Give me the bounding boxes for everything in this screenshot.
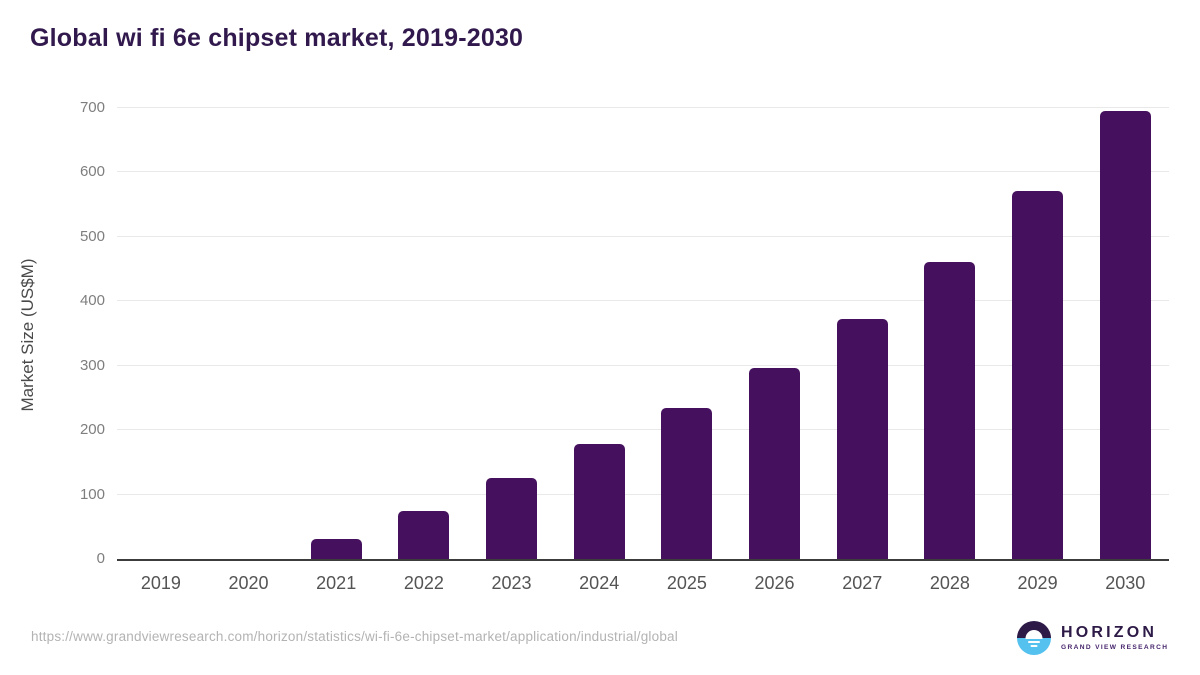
x-tick-label: 2026 [754,573,795,593]
bar-2030 [1099,110,1151,559]
sun-dome-shape [1025,630,1043,639]
gridline-600 [117,171,1169,173]
chart-title: Global wi fi 6e chipset market, 2019-203… [30,24,524,52]
x-tick-label: 2019 [140,573,181,593]
bar-series [117,108,1169,559]
bar-2023 [486,478,538,559]
bar-cell-2029 [994,108,1082,559]
x-tick-label: 2022 [403,573,444,593]
reflection-line [1028,641,1040,643]
logo-name: HORIZON [1061,624,1158,641]
y-tick-label: 0 [96,550,105,567]
bar-cell-2024 [555,108,643,559]
bar-2024 [573,444,625,559]
bar-cell-2028 [906,108,994,559]
bar-2028 [924,261,976,559]
y-tick-label: 300 [79,356,105,374]
bar-cell-2021 [292,108,380,559]
bar-cell-2027 [818,108,906,559]
bar-cell-2022 [380,108,468,559]
x-tick-label: 2027 [842,573,883,593]
bar-cell-2023 [468,108,556,559]
bar-cell-2020 [205,108,293,559]
x-tick-label: 2029 [1017,573,1058,593]
source-url: https://www.grandviewresearch.com/horizo… [31,629,678,644]
gridline-400 [117,300,1169,302]
y-tick-label: 200 [79,421,105,439]
y-tick-label: 400 [79,292,105,310]
sun-over-horizon-icon [1017,621,1051,655]
gridline-700 [117,107,1169,108]
y-tick-label: 700 [79,99,105,116]
x-tick-label: 2023 [491,573,532,593]
bar-2021 [310,539,362,559]
bar-2025 [661,408,713,559]
logo-subtitle: GRAND VIEW RESEARCH [1061,644,1169,651]
x-axis-tick-labels: 2019 2020 2021 2022 2023 2024 2025 2026 2027 2028… [117,572,1169,594]
bar-2029 [1012,191,1064,559]
bar-cell-2030 [1081,108,1169,559]
x-tick-label: 2030 [1105,573,1146,593]
gridline-500 [117,235,1169,237]
y-tick-label: 600 [79,163,105,181]
gridline-100 [117,493,1169,495]
gridline-300 [117,364,1169,366]
x-tick-label: 2025 [666,573,707,593]
logo-text: HORIZON GRAND VIEW RESEARCH [1061,624,1169,652]
bar-2022 [398,511,450,559]
bar-2026 [749,367,801,559]
gridline-200 [117,429,1169,431]
x-tick-label: 2020 [228,573,269,593]
y-tick-label: 100 [79,485,105,503]
bar-cell-2026 [731,108,819,559]
y-axis-tick-labels: 0 100 200 300 400 500 600 700 [0,99,105,567]
x-tick-label: 2021 [316,573,357,593]
bar-2027 [836,318,888,559]
x-tick-label: 2024 [579,573,620,593]
horizon-logo: HORIZON GRAND VIEW RESEARCH [1017,621,1168,655]
plot-area [117,107,1169,561]
x-tick-label: 2028 [929,573,970,593]
bar-cell-2025 [643,108,731,559]
y-tick-label: 500 [79,227,105,245]
reflection-line [1030,645,1038,647]
bar-cell-2019 [117,108,205,559]
